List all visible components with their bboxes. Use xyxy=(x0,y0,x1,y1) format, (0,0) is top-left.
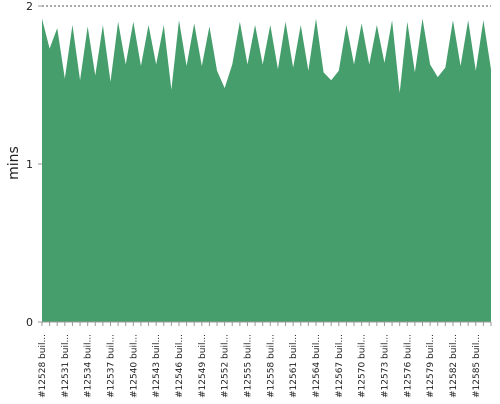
y-axis-label: mins xyxy=(6,146,22,180)
y-tick-label: 2 xyxy=(26,0,33,13)
x-tick-label: #12567 buil... xyxy=(335,334,345,398)
y-tick-label: 0 xyxy=(26,316,33,329)
x-tick-label: #12564 buil... xyxy=(312,334,322,398)
x-tick-label: #12537 buil... xyxy=(106,334,116,398)
area-layer xyxy=(42,18,491,322)
x-tick-label: #12552 buil... xyxy=(221,334,231,398)
x-tick-label: #12558 buil... xyxy=(266,334,276,398)
x-tick-label: #12579 buil... xyxy=(426,334,436,398)
x-tick-label: #12543 buil... xyxy=(152,334,162,398)
axis-layer: 0 1 2 #12528 buil... #12531 buil... #12534 bu… xyxy=(26,0,492,398)
x-tick-label: #12582 buil... xyxy=(449,334,459,398)
x-tick-label: #12540 buil... xyxy=(129,334,139,398)
x-tick-label: #12585 buil... xyxy=(472,334,482,398)
x-tick-label: #12570 buil... xyxy=(358,334,368,398)
x-tick-label: #12546 buil... xyxy=(175,334,185,398)
x-tick-label: #12534 buil... xyxy=(84,334,94,398)
y-tick-label: 1 xyxy=(26,158,33,171)
x-tick-label: #12555 buil... xyxy=(243,334,253,398)
x-tick-label: #12573 buil... xyxy=(380,334,390,398)
x-tick-label: #12561 buil... xyxy=(289,334,299,398)
x-tick-label: #12549 buil... xyxy=(198,334,208,398)
x-tick-label: #12528 buil... xyxy=(38,334,48,398)
x-tick-label: #12531 buil... xyxy=(61,334,71,398)
x-tick-label: #12576 buil... xyxy=(403,334,413,398)
area-series xyxy=(42,18,491,322)
